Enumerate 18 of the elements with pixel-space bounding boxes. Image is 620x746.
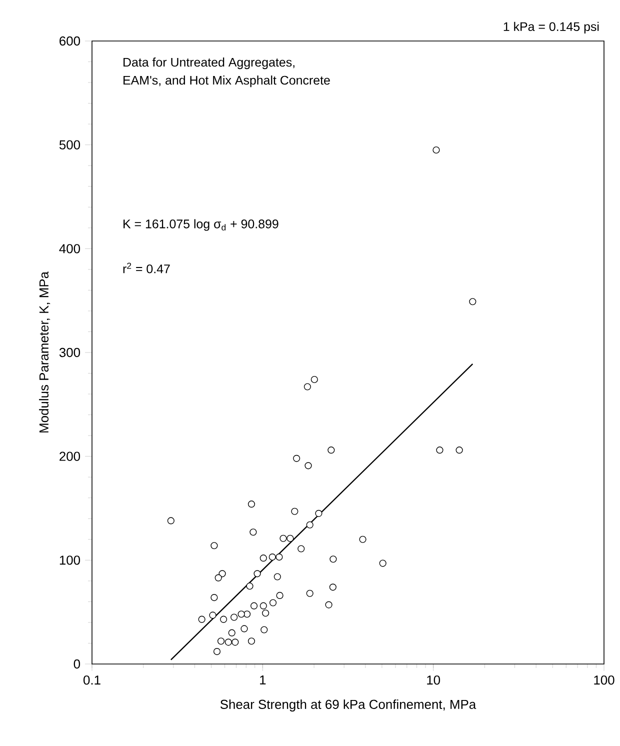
annotation: K = 161.075 log σ$_{d}$ + 90.899 xyxy=(124,219,278,231)
y-tick-label: 0 xyxy=(74,659,80,669)
y-tick-label: 100 xyxy=(60,556,80,565)
y-tick-label: 600 xyxy=(60,36,80,46)
y-tick-label: 500 xyxy=(59,140,80,150)
x-tick-label: 100 xyxy=(594,675,614,685)
text: 1 kPa = 0.145 psi xyxy=(504,22,599,34)
annotation: Data for Untreated Aggregates, xyxy=(124,58,294,70)
y-axis-title: Modulus Parameter, K, MPa xyxy=(39,272,50,432)
annotation: r$^{2}$ = 0.47 xyxy=(123,262,170,274)
annotation: EAM's, and Hot Mix Asphalt Concrete xyxy=(124,76,330,88)
x-tick-label: 0.1 xyxy=(83,675,100,685)
x-tick-label: 10 xyxy=(427,675,440,685)
x-axis-title: Shear Strength at 69 kPa Confinement, MPa xyxy=(220,699,476,712)
y-tick-label: 400 xyxy=(59,244,80,254)
y-tick-label: 200 xyxy=(60,452,80,461)
x-tick-label: 1 xyxy=(260,675,266,684)
y-tick-label: 300 xyxy=(59,348,80,358)
